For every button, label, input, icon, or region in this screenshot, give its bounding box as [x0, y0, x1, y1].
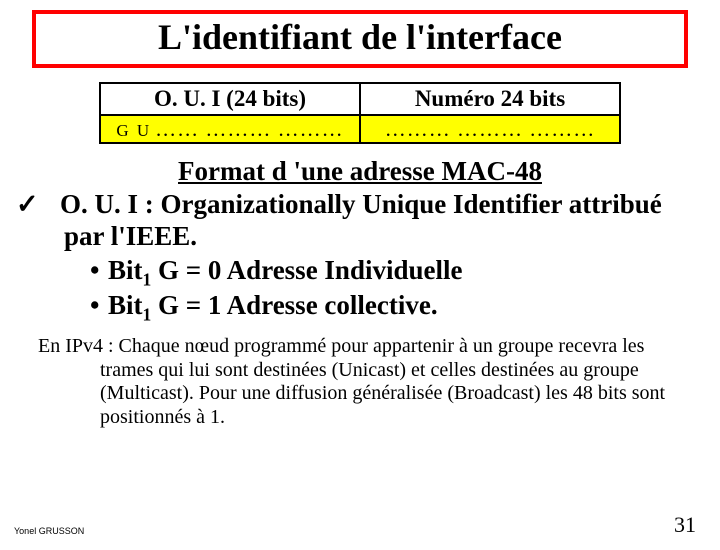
- oui-text: O. U. I : Organizationally Unique Identi…: [60, 189, 662, 251]
- bit-prefix: Bit: [108, 255, 143, 285]
- bullet-icon: •: [90, 255, 108, 287]
- oui-data-cell: G U…… ……… ………: [100, 115, 360, 143]
- bit1-text: G = 0 Adresse Individuelle: [151, 255, 462, 285]
- content-block: Format d 'une adresse MAC-48 ✓O. U. I : …: [32, 156, 688, 325]
- bit-item-1: •Bit1 G = 1 Adresse collective.: [90, 290, 688, 325]
- page-title: L'identifiant de l'interface: [158, 17, 562, 57]
- oui-definition: ✓O. U. I : Organizationally Unique Ident…: [40, 189, 688, 253]
- bullet-icon: •: [90, 290, 108, 322]
- title-box: L'identifiant de l'interface: [32, 10, 688, 68]
- numero-header-cell: Numéro 24 bits: [360, 83, 620, 115]
- gu-label: G U: [116, 121, 151, 140]
- footer-author: Yonel GRUSSON: [14, 526, 84, 536]
- oui-dots: …… ……… ………: [155, 117, 344, 141]
- bit-prefix: Bit: [108, 290, 143, 320]
- bit2-text: G = 1 Adresse collective.: [151, 290, 437, 320]
- mac-address-table: O. U. I (24 bits) Numéro 24 bits G U…… ……: [99, 82, 621, 144]
- ipv4-paragraph: En IPv4 : Chaque nœud programmé pour app…: [100, 335, 688, 429]
- check-icon: ✓: [40, 189, 60, 221]
- page-number: 31: [674, 512, 696, 538]
- bit-list: •Bit1 G = 0 Adresse Individuelle •Bit1 G…: [90, 255, 688, 325]
- format-title: Format d 'une adresse MAC-48: [32, 156, 688, 187]
- bit-item-0: •Bit1 G = 0 Adresse Individuelle: [90, 255, 688, 290]
- numero-data-cell: ……… ……… ………: [360, 115, 620, 143]
- bit-subscript: 1: [143, 269, 152, 289]
- bit-subscript: 1: [143, 304, 152, 324]
- oui-header-cell: O. U. I (24 bits): [100, 83, 360, 115]
